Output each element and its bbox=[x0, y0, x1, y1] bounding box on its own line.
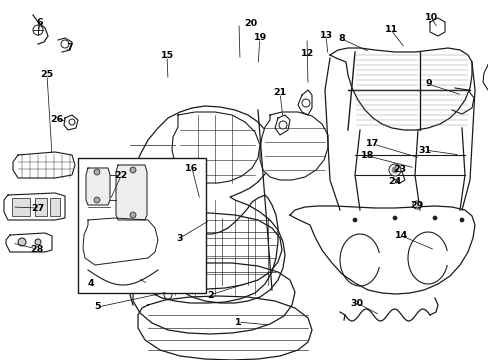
Text: 10: 10 bbox=[424, 13, 437, 22]
Text: 23: 23 bbox=[393, 165, 406, 174]
Polygon shape bbox=[289, 206, 474, 294]
Circle shape bbox=[391, 167, 397, 173]
Polygon shape bbox=[86, 168, 110, 205]
Circle shape bbox=[18, 238, 26, 246]
Text: 5: 5 bbox=[94, 302, 101, 311]
Text: 19: 19 bbox=[253, 33, 266, 42]
Text: 29: 29 bbox=[409, 201, 423, 210]
Text: 11: 11 bbox=[384, 25, 397, 34]
Circle shape bbox=[94, 169, 100, 175]
Polygon shape bbox=[6, 233, 52, 252]
Text: 25: 25 bbox=[41, 71, 53, 79]
Text: 26: 26 bbox=[50, 115, 63, 124]
Polygon shape bbox=[329, 48, 471, 130]
Circle shape bbox=[459, 218, 463, 222]
Polygon shape bbox=[143, 213, 282, 289]
Text: 8: 8 bbox=[337, 34, 344, 43]
Text: 22: 22 bbox=[114, 171, 128, 180]
Text: 13: 13 bbox=[320, 31, 332, 40]
Text: 12: 12 bbox=[300, 49, 313, 58]
Polygon shape bbox=[260, 112, 327, 180]
Bar bbox=[50, 198, 60, 216]
Text: 27: 27 bbox=[31, 203, 45, 212]
Text: 28: 28 bbox=[30, 245, 43, 253]
Circle shape bbox=[392, 216, 396, 220]
Polygon shape bbox=[83, 218, 158, 265]
Polygon shape bbox=[138, 296, 311, 360]
Text: 2: 2 bbox=[206, 291, 213, 300]
Circle shape bbox=[94, 197, 100, 203]
Polygon shape bbox=[482, 58, 488, 97]
Text: 21: 21 bbox=[272, 88, 286, 97]
Polygon shape bbox=[125, 195, 278, 303]
Text: 20: 20 bbox=[244, 19, 256, 28]
Text: 15: 15 bbox=[161, 51, 173, 60]
Text: 14: 14 bbox=[394, 231, 408, 240]
Text: 18: 18 bbox=[360, 151, 374, 160]
Circle shape bbox=[412, 201, 420, 209]
Text: 1: 1 bbox=[235, 318, 242, 327]
Text: 7: 7 bbox=[66, 43, 73, 52]
Polygon shape bbox=[13, 152, 75, 178]
Circle shape bbox=[61, 40, 69, 48]
Polygon shape bbox=[4, 193, 65, 220]
Text: 3: 3 bbox=[176, 234, 183, 243]
Bar bbox=[35, 198, 47, 216]
Polygon shape bbox=[133, 263, 294, 334]
Text: 16: 16 bbox=[184, 164, 198, 173]
Bar bbox=[12, 198, 30, 216]
Circle shape bbox=[163, 291, 172, 299]
Circle shape bbox=[302, 99, 309, 107]
Bar bbox=[78, 158, 205, 293]
Circle shape bbox=[279, 121, 286, 129]
Text: 30: 30 bbox=[350, 299, 363, 307]
Text: 24: 24 bbox=[387, 177, 401, 186]
Text: 4: 4 bbox=[87, 279, 94, 288]
Circle shape bbox=[130, 212, 136, 218]
Text: 17: 17 bbox=[365, 139, 379, 148]
Circle shape bbox=[388, 164, 400, 176]
Circle shape bbox=[130, 167, 136, 173]
Text: 9: 9 bbox=[424, 79, 431, 88]
Circle shape bbox=[352, 218, 356, 222]
Circle shape bbox=[432, 216, 436, 220]
Text: 6: 6 bbox=[37, 18, 43, 27]
Polygon shape bbox=[172, 112, 260, 183]
Polygon shape bbox=[120, 106, 285, 303]
Circle shape bbox=[69, 119, 75, 125]
Circle shape bbox=[35, 239, 41, 245]
Polygon shape bbox=[116, 165, 147, 220]
Text: 31: 31 bbox=[418, 146, 431, 155]
Circle shape bbox=[33, 25, 43, 35]
